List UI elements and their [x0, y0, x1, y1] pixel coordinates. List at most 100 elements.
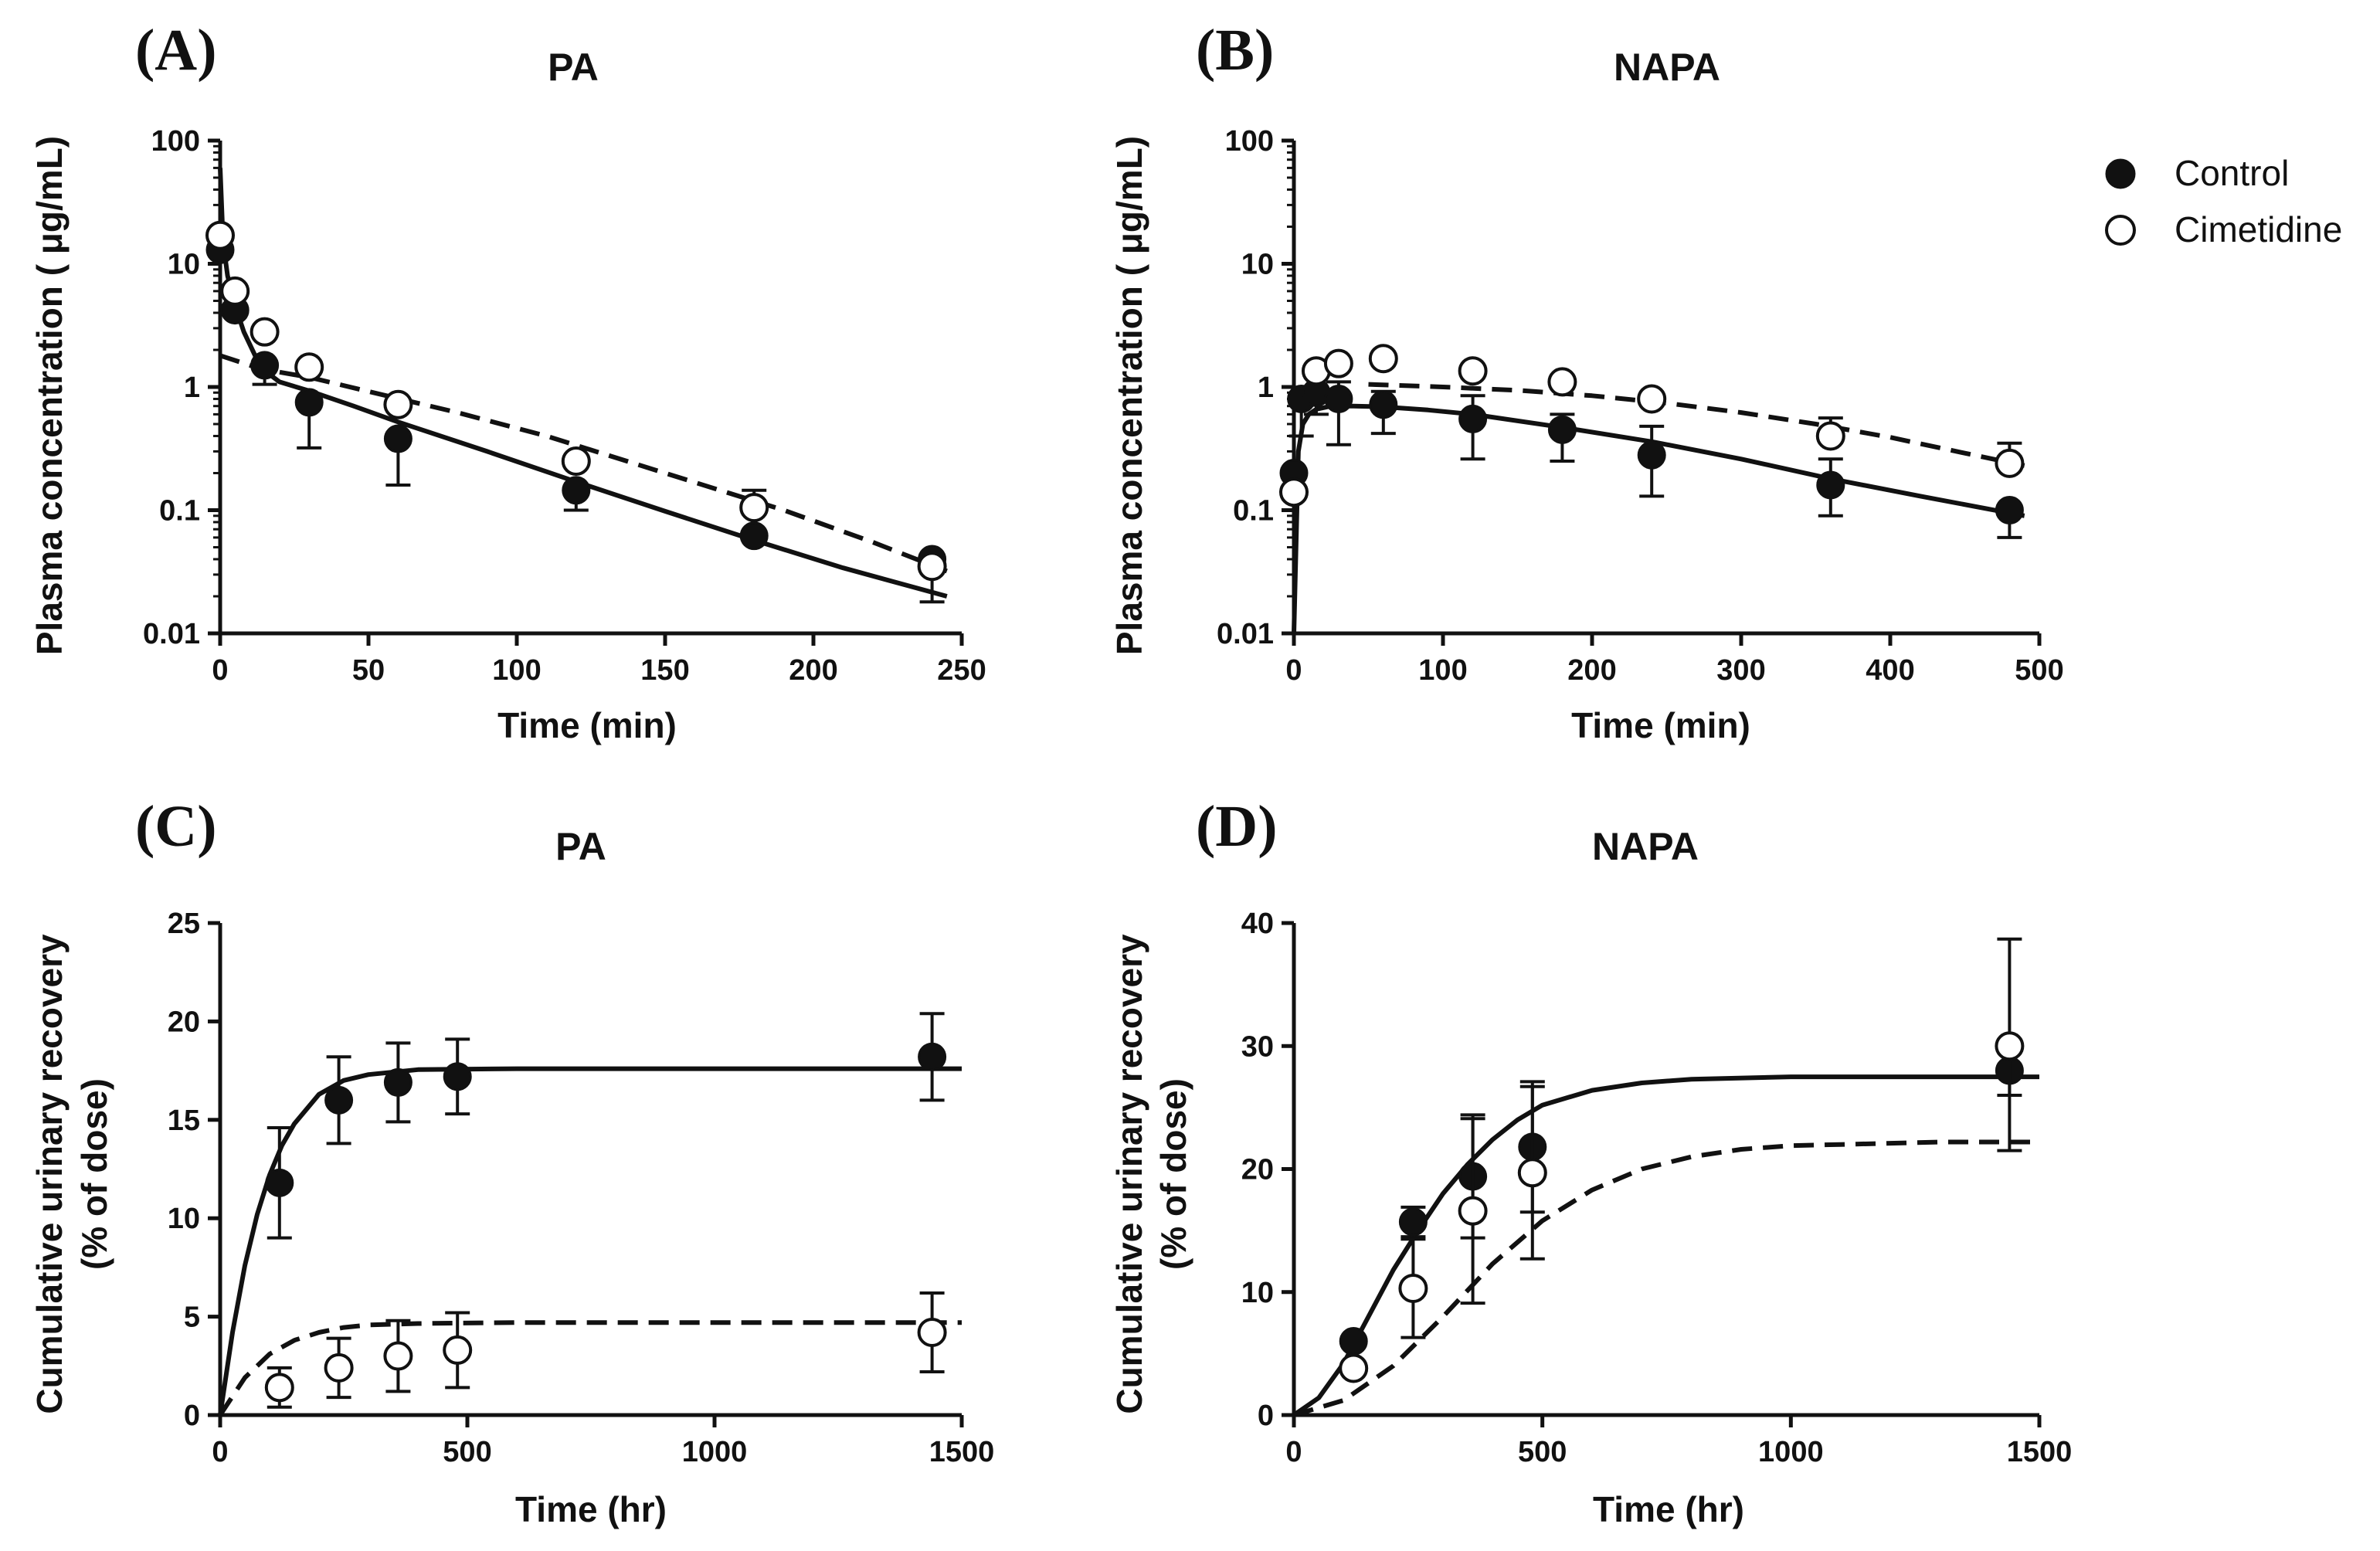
panel-a-plot: 0 50 100 150 200 250 0.01 0.1 1 10 100: [143, 125, 986, 687]
panel-a-control-point: [562, 476, 591, 505]
panel-a-cimetidine-point: [383, 389, 413, 419]
panel-a-ylabel: Plasma concentration ( μg/mL): [29, 136, 70, 655]
panel-b-y-tick-label: 0.01: [1217, 618, 1274, 650]
panel-d-cimetidine-fit-line: [1293, 1139, 2039, 1417]
panel-d-cimetidine-point: [1517, 1158, 1547, 1188]
panel-a-x-tick-label: 50: [352, 654, 385, 687]
panel-d-x-tick-label: 500: [1518, 1436, 1567, 1468]
panel-c-y-tick-label: 20: [168, 1006, 200, 1038]
panel-c-x-tick-label: 500: [443, 1436, 491, 1468]
panel-d-cimetidine-point: [1995, 1031, 2025, 1061]
panel-d-x-tick-label: 1500: [2007, 1436, 2073, 1468]
panel-a-cimetidine-point: [220, 276, 250, 306]
panel-b-title: NAPA: [1614, 46, 1720, 89]
panel-a-control-point: [250, 351, 280, 380]
panel-c-y-tick-label: 5: [184, 1302, 200, 1334]
panel-c-plot: 0 500 1000 1500 0 5 10 15 20 25: [168, 908, 995, 1468]
panel-a-x-tick-label: 0: [212, 654, 228, 687]
panel-b-cimetidine-point: [1368, 344, 1398, 374]
panel-c-cimetidine-point: [917, 1317, 947, 1347]
panel-d-y-tick-label: 30: [1241, 1030, 1274, 1063]
panel-b-cimetidine-point: [1323, 348, 1353, 378]
panel-a-cimetidine-point: [917, 552, 947, 582]
panel-d-x-tick-label: 1000: [1758, 1436, 1824, 1468]
legend-cimetidine-label: Cimetidine: [2175, 209, 2342, 249]
panel-a-y-tick-label: 0.01: [143, 618, 200, 650]
panel-b-x-tick-label: 400: [1866, 654, 1914, 687]
panel-c-x-tick-label: 1500: [929, 1436, 995, 1468]
panel-b-y-tick-label: 0.1: [1233, 495, 1274, 528]
legend-control-label: Control: [2175, 153, 2289, 193]
panel-a-xlabel: Time (min): [497, 705, 677, 745]
panel-a-title: PA: [548, 46, 599, 89]
panel-b-y-tick-label: 1: [1258, 372, 1274, 404]
panel-a-cimetidine-point: [205, 220, 235, 250]
legend-control-marker: [2105, 158, 2136, 189]
panel-b-control-point: [1324, 384, 1353, 413]
panel-c-cimetidine-point: [264, 1373, 294, 1403]
panel-c-ylabel-line1: Cumulative urinary recovery: [29, 934, 70, 1414]
panel-a-y-tick-label: 100: [151, 125, 200, 158]
panel-a-x-tick-label: 250: [937, 654, 986, 687]
panel-d-cimetidine-point: [1339, 1353, 1369, 1383]
legend: Control Cimetidine: [2105, 153, 2342, 249]
panel-c-cimetidine-point: [324, 1352, 354, 1383]
panel-b-control-point: [1458, 404, 1488, 433]
panel-c-letter: (C): [135, 794, 217, 859]
panel-b-y-tick-label: 100: [1225, 125, 1274, 158]
panel-c-cimetidine-point: [383, 1341, 413, 1371]
panel-a-cimetidine-point: [294, 352, 324, 382]
panel-b-cimetidine-point: [1815, 421, 1845, 451]
panel-a-x-tick-label: 200: [789, 654, 837, 687]
panel-c-control-point: [324, 1085, 354, 1115]
panel-c-control-fit-line: [218, 1066, 962, 1416]
panel-c: (C) PA Cumulative urinary recovery (% of…: [29, 794, 994, 1529]
panel-d-letter: (D): [1196, 794, 1278, 859]
panel-b-cimetidine-point: [1547, 367, 1577, 397]
panel-b-cimetidine-point: [1995, 448, 2025, 478]
panel-b-plot: 0 100 200 300 400 500 0.01 0.1 1 10 100: [1217, 125, 2064, 687]
panel-a-x-tick-label: 100: [492, 654, 541, 687]
panel-d-ylabel-line2: (% of dose): [1153, 1078, 1193, 1270]
panel-a-y-tick-label: 10: [168, 249, 200, 281]
panel-d-x-tick-label: 0: [1285, 1436, 1302, 1468]
panel-b-control-point: [1816, 470, 1845, 500]
panel-d-control-point: [1339, 1326, 1368, 1356]
panel-a-cimetidine-point: [739, 493, 769, 523]
panel-c-y-tick-label: 0: [184, 1400, 200, 1432]
panel-c-x-tick-label: 1000: [682, 1436, 748, 1468]
panel-b-ylabel: Plasma concentration ( μg/mL): [1109, 136, 1149, 655]
panel-b-x-tick-label: 300: [1716, 654, 1765, 687]
panel-c-y-tick-label: 15: [168, 1105, 200, 1137]
panel-a-y-tick-label: 0.1: [159, 495, 200, 528]
panel-b-cimetidine-fit-line: [1368, 382, 2025, 468]
panel-d-cimetidine-point: [1458, 1196, 1488, 1226]
panel-d-cimetidine-point: [1398, 1273, 1428, 1303]
panel-b: (B) NAPA Plasma concentration ( μg/mL) T…: [1109, 18, 2064, 745]
panel-b-control-fit-line: [1292, 403, 2025, 634]
panel-c-cimetidine-point: [443, 1335, 473, 1365]
panel-b-x-tick-label: 500: [2015, 654, 2063, 687]
panel-b-control-point: [1995, 496, 2024, 524]
panel-a-control-point: [294, 388, 324, 417]
panel-a: (A) PA Plasma concentration ( μg/mL) Tim…: [29, 18, 986, 745]
panel-c-ylabel-line2: (% of dose): [74, 1078, 114, 1270]
panel-d-y-tick-label: 20: [1241, 1154, 1274, 1186]
panel-a-control-point: [739, 521, 769, 551]
panel-b-cimetidine-point: [1279, 477, 1309, 507]
panel-d: (D) NAPA Cumulative urinary recovery (% …: [1109, 794, 2072, 1529]
panel-a-letter: (A): [135, 18, 217, 83]
panel-b-x-tick-label: 200: [1567, 654, 1616, 687]
panel-b-control-point: [1369, 390, 1398, 419]
panel-a-y-tick-label: 1: [184, 372, 200, 404]
panel-c-cimetidine-fit-line: [218, 1320, 962, 1417]
panel-b-y-tick-label: 10: [1241, 249, 1274, 281]
panel-d-y-tick-label: 40: [1241, 908, 1274, 940]
panel-c-x-tick-label: 0: [212, 1436, 228, 1468]
panel-b-x-tick-label: 0: [1285, 654, 1302, 687]
panel-c-title: PA: [555, 825, 606, 868]
panel-a-x-tick-label: 150: [640, 654, 689, 687]
panel-b-xlabel: Time (min): [1571, 705, 1750, 745]
